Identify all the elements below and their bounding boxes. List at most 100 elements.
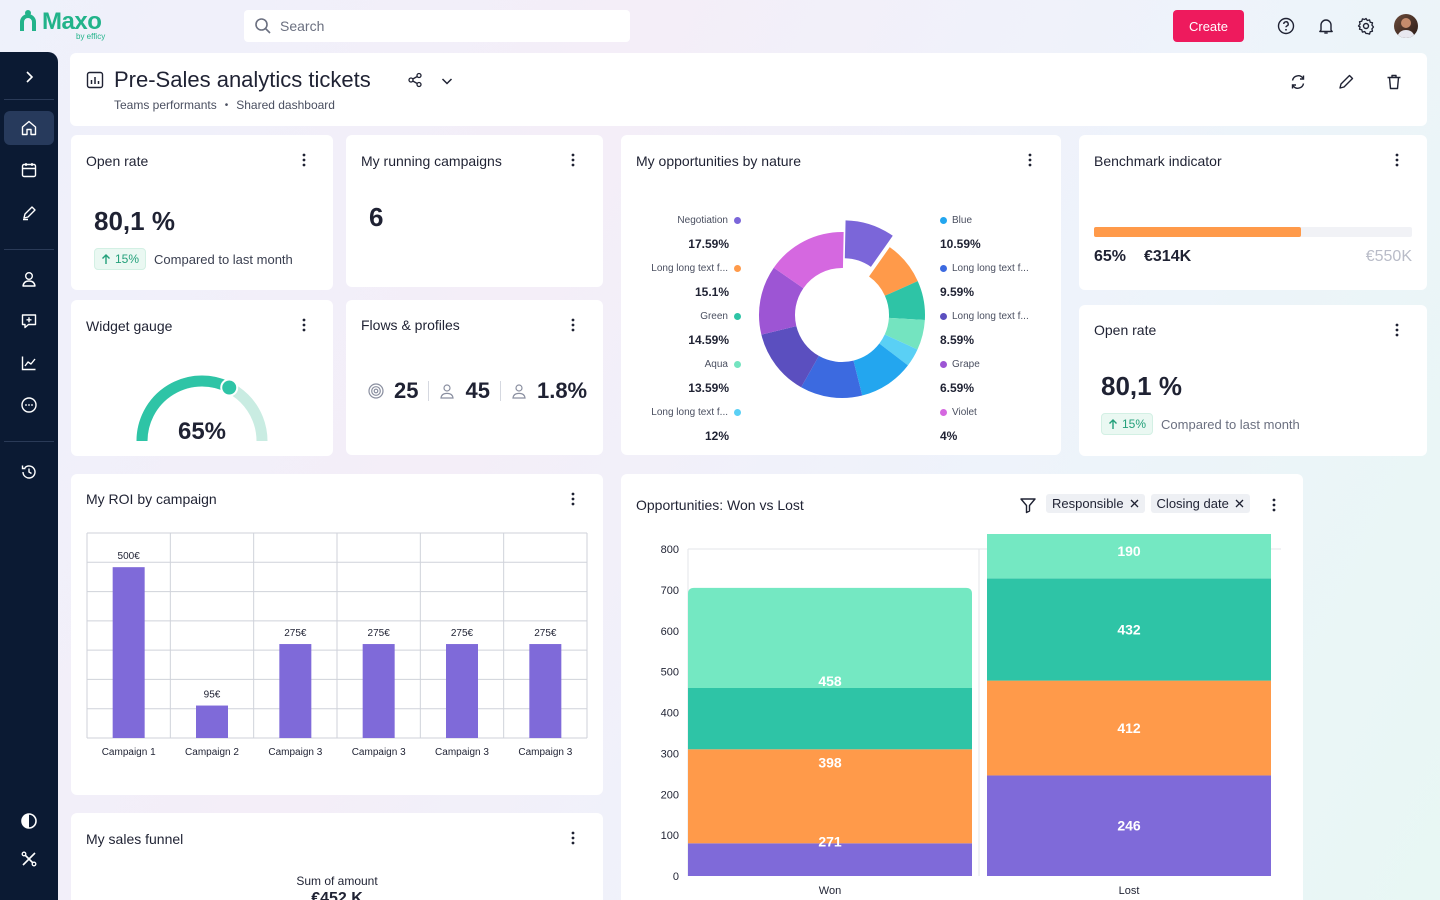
avatar[interactable] [1394, 14, 1418, 38]
close-icon [1235, 499, 1244, 508]
y-tick-label: 0 [673, 871, 679, 883]
donut-slice[interactable] [869, 247, 918, 296]
stack-segment[interactable] [987, 534, 1271, 579]
roi-bar[interactable] [446, 644, 478, 738]
sidebar-expand-icon[interactable] [4, 60, 54, 94]
kebab-menu-icon[interactable] [1389, 152, 1405, 168]
legend-dot [734, 409, 741, 416]
sidebar-item-new-item[interactable] [4, 304, 54, 338]
help-icon[interactable] [1274, 14, 1298, 38]
sidebar-item-analytics[interactable] [4, 346, 54, 380]
stack-segment[interactable] [987, 578, 1271, 681]
donut-slice[interactable] [884, 317, 925, 350]
stack-segment[interactable] [688, 843, 972, 876]
filter-tag-closing-date[interactable]: Closing date [1150, 494, 1250, 513]
donut-chart[interactable] [749, 215, 935, 415]
sidebar-item-calendar[interactable] [4, 153, 54, 187]
filter-icon[interactable] [1019, 496, 1037, 514]
sidebar-item-home[interactable] [4, 111, 54, 145]
delta-badge: 15% [1101, 413, 1154, 435]
roi-bar[interactable] [196, 705, 228, 738]
donut-slice[interactable] [884, 281, 925, 320]
won-lost-stacked-chart[interactable]: 0 100 200 300 400 500 600 700 800 271 398 458 Won 246… [621, 534, 1303, 900]
roi-bar[interactable] [529, 644, 562, 738]
gauge-fill [136, 375, 232, 442]
legend-item[interactable]: Green 14.59% [688, 311, 741, 347]
legend-item[interactable]: Blue 10.59% [940, 215, 981, 251]
roi-bar[interactable] [362, 644, 395, 738]
legend-item[interactable]: Long long text f... 12% [651, 407, 741, 443]
open-rate-value: 80,1 % [94, 206, 175, 236]
kebab-menu-icon[interactable] [565, 152, 581, 168]
filter-tag-responsible[interactable]: Responsible [1046, 494, 1145, 513]
opportunities-by-nature-widget: My opportunities by nature Negotiation 17… [621, 135, 1061, 455]
donut-slice[interactable] [853, 343, 908, 396]
trash-icon[interactable] [1385, 73, 1403, 91]
kebab-menu-icon[interactable] [565, 491, 581, 507]
target-icon [368, 383, 384, 399]
profiles-value: 45 [465, 378, 490, 403]
create-button[interactable]: Create [1173, 10, 1244, 42]
legend-dot [734, 265, 741, 272]
legend-item[interactable]: Long long text f... 15.1% [651, 263, 741, 299]
legend-item[interactable]: Grape 6.59% [940, 359, 980, 395]
roi-bar-label: 500€ [118, 551, 141, 562]
legend-item[interactable]: Negotiation 17.59% [677, 215, 741, 251]
refresh-icon[interactable] [1289, 73, 1307, 91]
sidebar-item-more[interactable] [4, 388, 54, 422]
legend-item[interactable]: Long long text f... 9.59% [940, 263, 1029, 299]
stack-segment[interactable] [987, 680, 1271, 776]
kebab-menu-icon[interactable] [565, 830, 581, 846]
roi-category-label: Campaign 3 [352, 747, 406, 758]
roi-bar-label: 275€ [534, 628, 557, 639]
user-icon [512, 384, 526, 399]
legend-item[interactable]: Violet 4% [940, 407, 977, 443]
bell-icon[interactable] [1314, 14, 1338, 38]
donut-slice[interactable] [773, 232, 844, 289]
donut-slice[interactable] [761, 326, 819, 388]
sidebar-item-contacts[interactable] [4, 262, 54, 296]
stack-segment-label: 271 [818, 833, 842, 849]
benchmark-amount: €314K [1144, 248, 1192, 265]
chevron-down-icon[interactable] [440, 74, 454, 88]
gear-icon[interactable] [1354, 14, 1378, 38]
roi-widget: My ROI by campaign 500€ Campaign 1 95€ Camp… [71, 474, 603, 795]
x-category-label: Lost [1119, 885, 1140, 897]
widget-title: Flows & profiles [361, 317, 460, 333]
stack-segment[interactable] [987, 775, 1271, 876]
donut-slice[interactable] [801, 355, 863, 398]
donut-slice[interactable] [759, 267, 804, 335]
search-input[interactable]: Search [244, 10, 630, 42]
edit-icon[interactable] [1337, 73, 1355, 91]
kebab-menu-icon[interactable] [1389, 322, 1405, 338]
kebab-menu-icon[interactable] [565, 317, 581, 333]
stack-segment[interactable] [688, 749, 972, 844]
kebab-menu-icon[interactable] [1022, 152, 1038, 168]
close-icon [1130, 499, 1139, 508]
share-icon[interactable] [407, 72, 423, 88]
benchmark-widget: Benchmark indicator 65% €314K €550K [1079, 135, 1427, 290]
sidebar-item-tools[interactable] [4, 842, 54, 876]
roi-bar[interactable] [279, 644, 312, 738]
roi-bar[interactable] [112, 567, 145, 738]
legend-item[interactable]: Aqua 13.59% [688, 359, 741, 395]
breadcrumb: Teams performants • Shared dashboard [114, 98, 335, 112]
roi-bar-chart[interactable]: 500€ Campaign 1 95€ Campaign 2 275€ Campaign … [71, 524, 603, 764]
sidebar-item-history[interactable] [4, 455, 54, 489]
breadcrumb-item[interactable]: Teams performants [114, 98, 217, 112]
logo-icon [20, 10, 36, 31]
sidebar-item-theme[interactable] [4, 804, 54, 838]
y-tick-label: 500 [661, 667, 679, 679]
kebab-menu-icon[interactable] [296, 152, 312, 168]
stack-segment[interactable] [688, 587, 972, 688]
app-logo[interactable]: Maxo by efficy [18, 9, 105, 41]
breadcrumb-item[interactable]: Shared dashboard [236, 98, 335, 112]
kebab-menu-icon[interactable] [1266, 497, 1282, 513]
donut-slice[interactable] [879, 334, 918, 366]
benchmark-track [1094, 227, 1412, 237]
sidebar-item-tasks[interactable] [4, 195, 54, 229]
donut-slice[interactable] [844, 220, 893, 267]
kebab-menu-icon[interactable] [296, 317, 312, 333]
stack-segment[interactable] [688, 687, 972, 750]
legend-item[interactable]: Long long text f... 8.59% [940, 311, 1029, 347]
